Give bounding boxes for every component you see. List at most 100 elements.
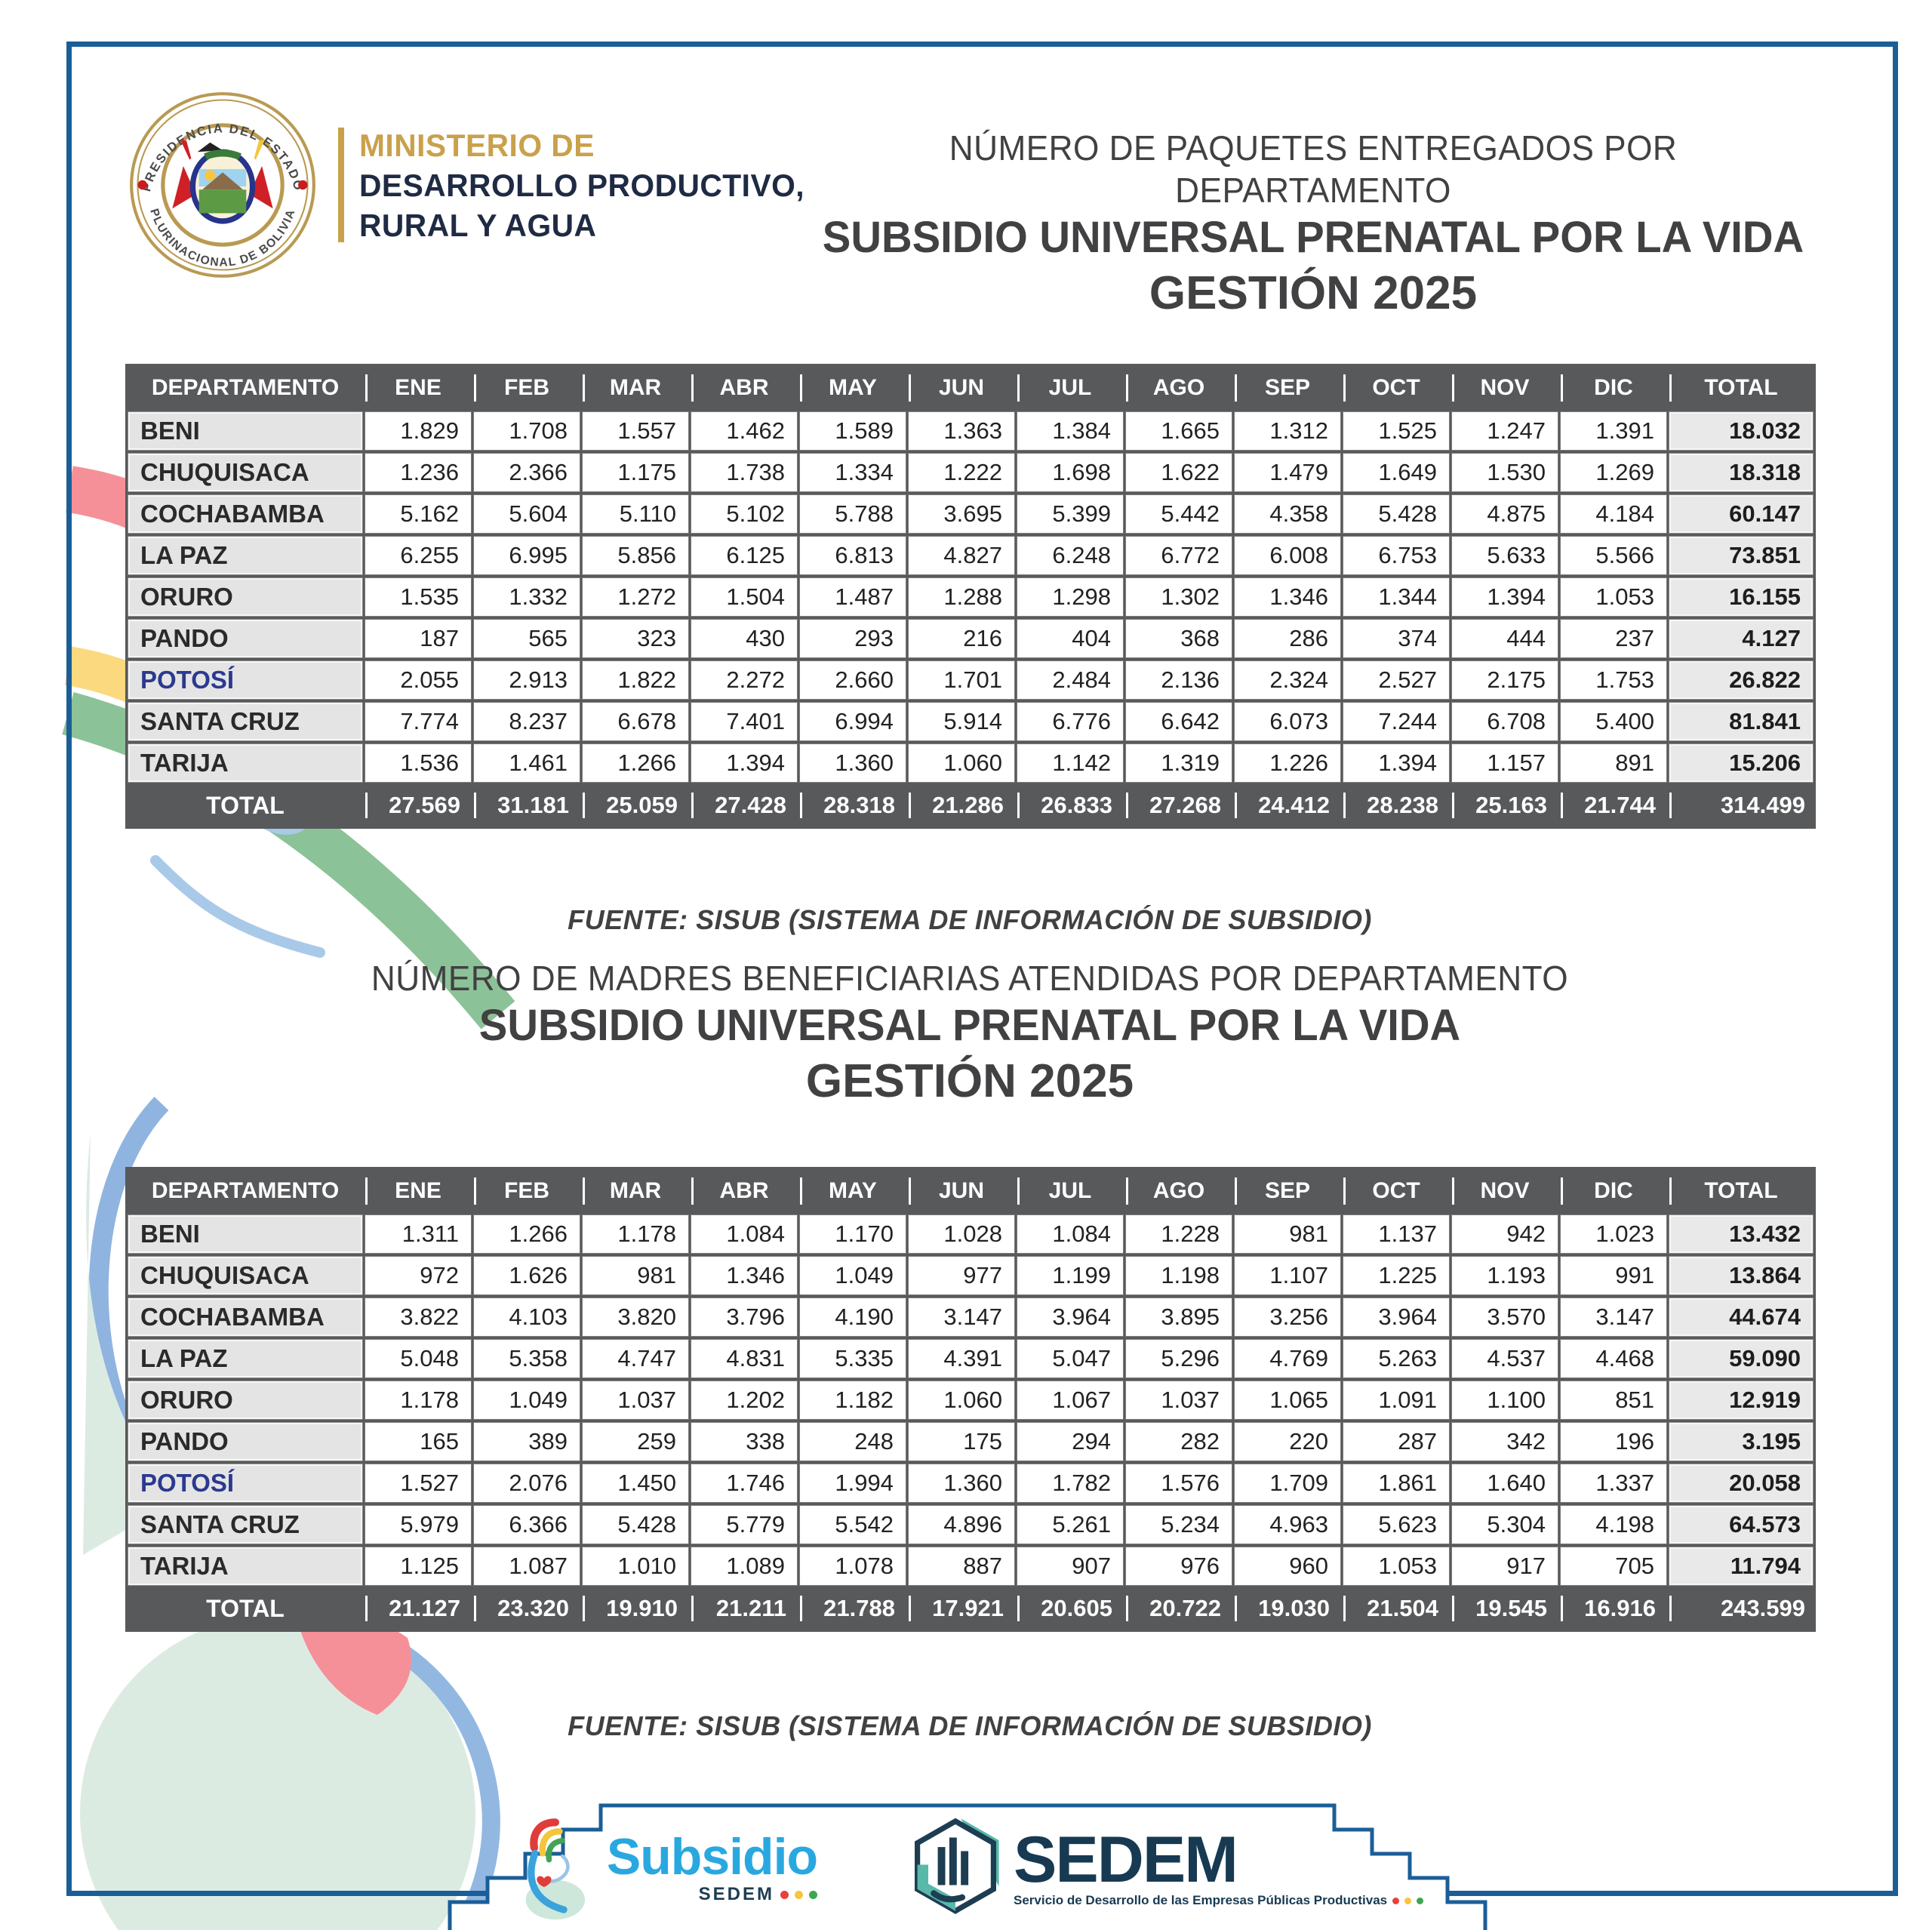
value-cell: 216: [908, 619, 1015, 658]
dept-cell: COCHABAMBA: [128, 1297, 363, 1337]
value-cell: 2.076: [473, 1464, 580, 1503]
value-cell: 5.110: [582, 494, 689, 534]
column-header: NOV: [1452, 368, 1558, 408]
mothers-title-block: NÚMERO DE MADRES BENEFICIARIAS ATENDIDAS…: [189, 957, 1751, 1111]
value-cell: 3.570: [1451, 1297, 1558, 1337]
value-cell: 5.162: [365, 494, 472, 534]
value-cell: 4.747: [582, 1339, 689, 1378]
column-header: ABR: [691, 368, 797, 408]
value-cell: 1.487: [799, 577, 906, 617]
value-cell: 5.604: [473, 494, 580, 534]
total-value-cell: 21.211: [691, 1589, 797, 1628]
value-cell: 1.746: [691, 1464, 798, 1503]
value-cell: 1.065: [1234, 1381, 1341, 1420]
value-cell: 1.782: [1017, 1464, 1124, 1503]
column-header: FEB: [474, 368, 580, 408]
sedem-tagline: Servicio de Desarrollo de las Empresas P…: [1014, 1893, 1388, 1907]
value-cell: 3.964: [1343, 1297, 1450, 1337]
pink-blob: [296, 1611, 411, 1715]
value-cell: 1.346: [1234, 577, 1341, 617]
value-cell: 5.428: [582, 1505, 689, 1544]
subsidio-logo: Subsidio SEDEM: [512, 1815, 818, 1922]
value-cell: 1.225: [1343, 1256, 1450, 1295]
value-cell: 7.401: [691, 702, 798, 741]
total-value-cell: 21.504: [1343, 1589, 1449, 1628]
value-cell: 1.247: [1451, 411, 1558, 451]
row-total-cell: 13.432: [1669, 1214, 1814, 1254]
dept-cell: CHUQUISACA: [128, 453, 363, 492]
value-cell: 1.504: [691, 577, 798, 617]
seal-right-dot: [298, 180, 308, 190]
total-value-cell: 25.059: [583, 786, 688, 825]
bolivia-seal-icon: PRESIDENCIA DEL ESTADO PLURINACIONAL DE …: [130, 92, 315, 278]
dept-cell: BENI: [128, 411, 363, 451]
value-cell: 2.272: [691, 660, 798, 700]
value-cell: 1.272: [582, 577, 689, 617]
value-cell: 1.142: [1017, 743, 1124, 783]
value-cell: 5.358: [473, 1339, 580, 1378]
total-value-cell: 16.916: [1561, 1589, 1666, 1628]
value-cell: 1.125: [365, 1547, 472, 1586]
value-cell: 1.753: [1560, 660, 1667, 700]
value-cell: 1.332: [473, 577, 580, 617]
value-cell: 4.769: [1234, 1339, 1341, 1378]
ministry-line1: MINISTERIO DE: [359, 127, 595, 163]
value-cell: 1.363: [908, 411, 1015, 451]
value-cell: 976: [1125, 1547, 1232, 1586]
value-cell: 5.261: [1017, 1505, 1124, 1544]
value-cell: 6.125: [691, 536, 798, 575]
value-cell: 1.462: [691, 411, 798, 451]
table-row: PANDO 165 389 259 338 248 175 294 282 220 287 342 19…: [128, 1422, 1814, 1461]
value-cell: 1.137: [1343, 1214, 1450, 1254]
value-cell: 1.626: [473, 1256, 580, 1295]
value-cell: 1.450: [582, 1464, 689, 1503]
column-header: AGO: [1126, 368, 1232, 408]
header-row: DEPARTAMENTO ENE FEB MAR ABR MAY JUN JUL AGO SEP O…: [128, 368, 1813, 408]
value-cell: 1.479: [1234, 453, 1341, 492]
green-dot-icon: [1417, 1897, 1424, 1904]
value-cell: 1.302: [1125, 577, 1232, 617]
source-note-1: FUENTE: SISUB (SISTEMA DE INFORMACIÓN DE…: [568, 904, 1372, 935]
value-cell: 389: [473, 1422, 580, 1461]
grand-total-cell: 314.499: [1669, 786, 1813, 825]
value-cell: 6.772: [1125, 536, 1232, 575]
sedem-text: SEDEM Servicio de Desarrollo de las Empr…: [1014, 1827, 1424, 1908]
subsidio-wordmark: Subsidio: [606, 1828, 818, 1885]
value-cell: 6.642: [1125, 702, 1232, 741]
value-cell: 4.963: [1234, 1505, 1341, 1544]
packages-title-sub: NÚMERO DE PAQUETES ENTREGADOS POR DEPART…: [949, 128, 1678, 210]
value-cell: 1.394: [1451, 577, 1558, 617]
grand-total-cell: 243.599: [1669, 1589, 1813, 1628]
column-header: JUN: [909, 368, 1014, 408]
value-cell: 1.053: [1560, 577, 1667, 617]
dept-cell: LA PAZ: [128, 536, 363, 575]
coat-of-arms: [172, 139, 273, 224]
table-row: PANDO 187 565 323 430 293 216 404 368 286 374 444 23…: [128, 619, 1814, 658]
value-cell: 294: [1017, 1422, 1124, 1461]
value-cell: 4.198: [1560, 1505, 1667, 1544]
value-cell: 1.708: [473, 411, 580, 451]
subsidio-sedem-label: SEDEM: [698, 1884, 774, 1904]
value-cell: 1.084: [1017, 1214, 1124, 1254]
mothers-title-sub: NÚMERO DE MADRES BENEFICIARIAS ATENDIDAS…: [371, 959, 1569, 998]
column-header: JUL: [1017, 1171, 1123, 1211]
column-header: DIC: [1561, 368, 1666, 408]
value-cell: 851: [1560, 1381, 1667, 1420]
value-cell: 4.896: [908, 1505, 1015, 1544]
table-row: LA PAZ 5.048 5.358 4.747 4.831 5.335 4.391 5.04…: [128, 1339, 1814, 1378]
value-cell: 444: [1451, 619, 1558, 658]
value-cell: 977: [908, 1256, 1015, 1295]
total-label: TOTAL: [128, 1589, 362, 1628]
value-cell: 6.255: [365, 536, 472, 575]
ministry-line2: DESARROLLO PRODUCTIVO,: [359, 167, 805, 203]
value-cell: 1.334: [799, 453, 906, 492]
value-cell: 4.103: [473, 1297, 580, 1337]
total-value-cell: 21.127: [365, 1589, 471, 1628]
value-cell: 5.304: [1451, 1505, 1558, 1544]
dept-cell: SANTA CRUZ: [128, 702, 363, 741]
value-cell: 1.589: [799, 411, 906, 451]
value-cell: 4.190: [799, 1297, 906, 1337]
total-value-cell: 21.788: [800, 1589, 906, 1628]
sedem-hexagon-icon: [915, 1818, 999, 1914]
column-header: FEB: [474, 1171, 580, 1211]
